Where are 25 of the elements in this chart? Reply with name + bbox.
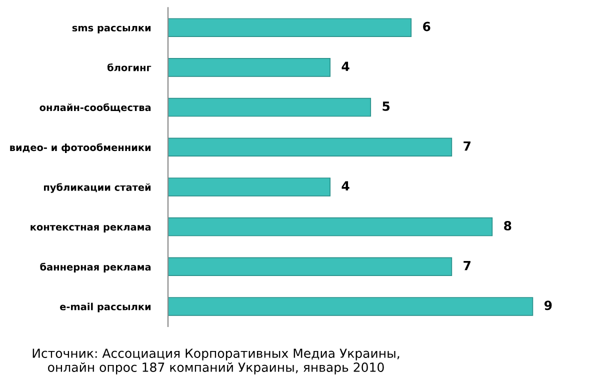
y-tick-label: онлайн-сообщества [40, 103, 151, 112]
y-tick-label: sms рассылки [72, 26, 151, 34]
data-label: 7 [464, 141, 470, 151]
y-tick-label: публикации статей [44, 183, 151, 193]
bar [168, 297, 534, 316]
y-tick-label: контекстная реклама [30, 225, 151, 233]
bar [168, 178, 331, 196]
bar [168, 18, 412, 37]
bar [168, 98, 372, 117]
bar [168, 138, 452, 157]
text: Источник: Ассоциация Корпоративных Медиа Украины, онлайн опрос 187 компаний Украины, январь 2010 [32, 348, 400, 374]
data-label: 4 [342, 181, 350, 190]
bar [168, 58, 331, 77]
bar [168, 257, 452, 276]
data-label: 4 [342, 62, 350, 71]
y-tick-label: блогинг [107, 63, 152, 72]
y-tick-label: видео- и фотообменники [10, 143, 151, 153]
data-label: 9 [544, 300, 552, 310]
data-label: 6 [423, 22, 430, 32]
y-tick-label: баннерная реклама [40, 262, 151, 273]
data-label: 7 [464, 260, 470, 270]
data-label: 5 [382, 102, 390, 111]
y-tick-label: e-mail рассылки [60, 302, 151, 312]
bar [168, 217, 493, 236]
data-label: 8 [504, 220, 512, 230]
